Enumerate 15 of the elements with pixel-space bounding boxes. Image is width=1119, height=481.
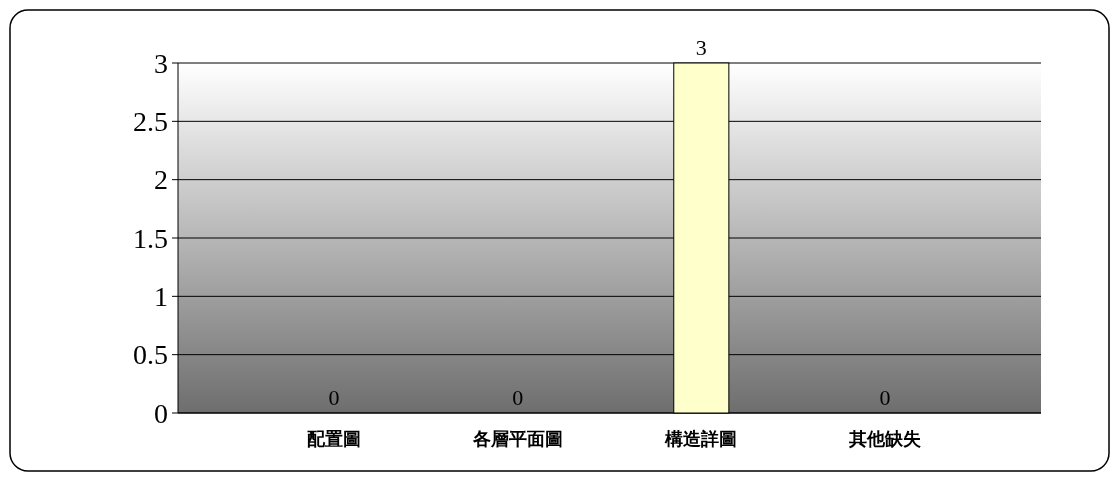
x-tick-label: 構造詳圖 <box>664 428 738 449</box>
data-label: 0 <box>328 385 340 410</box>
data-label: 0 <box>512 385 524 410</box>
x-tick-label: 其他缺失 <box>847 428 921 449</box>
data-label: 0 <box>879 385 891 410</box>
y-tick-label: 2.5 <box>133 106 168 138</box>
x-tick-label: 各層平面圖 <box>471 428 563 449</box>
x-tick-label: 配置圖 <box>307 428 362 449</box>
y-tick-label: 1 <box>154 281 168 313</box>
y-tick-label: 2 <box>154 164 168 196</box>
y-tick-label: 0 <box>154 397 168 429</box>
y-tick-label: 1.5 <box>133 222 168 254</box>
y-tick-label: 0.5 <box>133 339 168 371</box>
y-tick-label: 3 <box>154 47 168 79</box>
data-label: 3 <box>695 35 707 60</box>
